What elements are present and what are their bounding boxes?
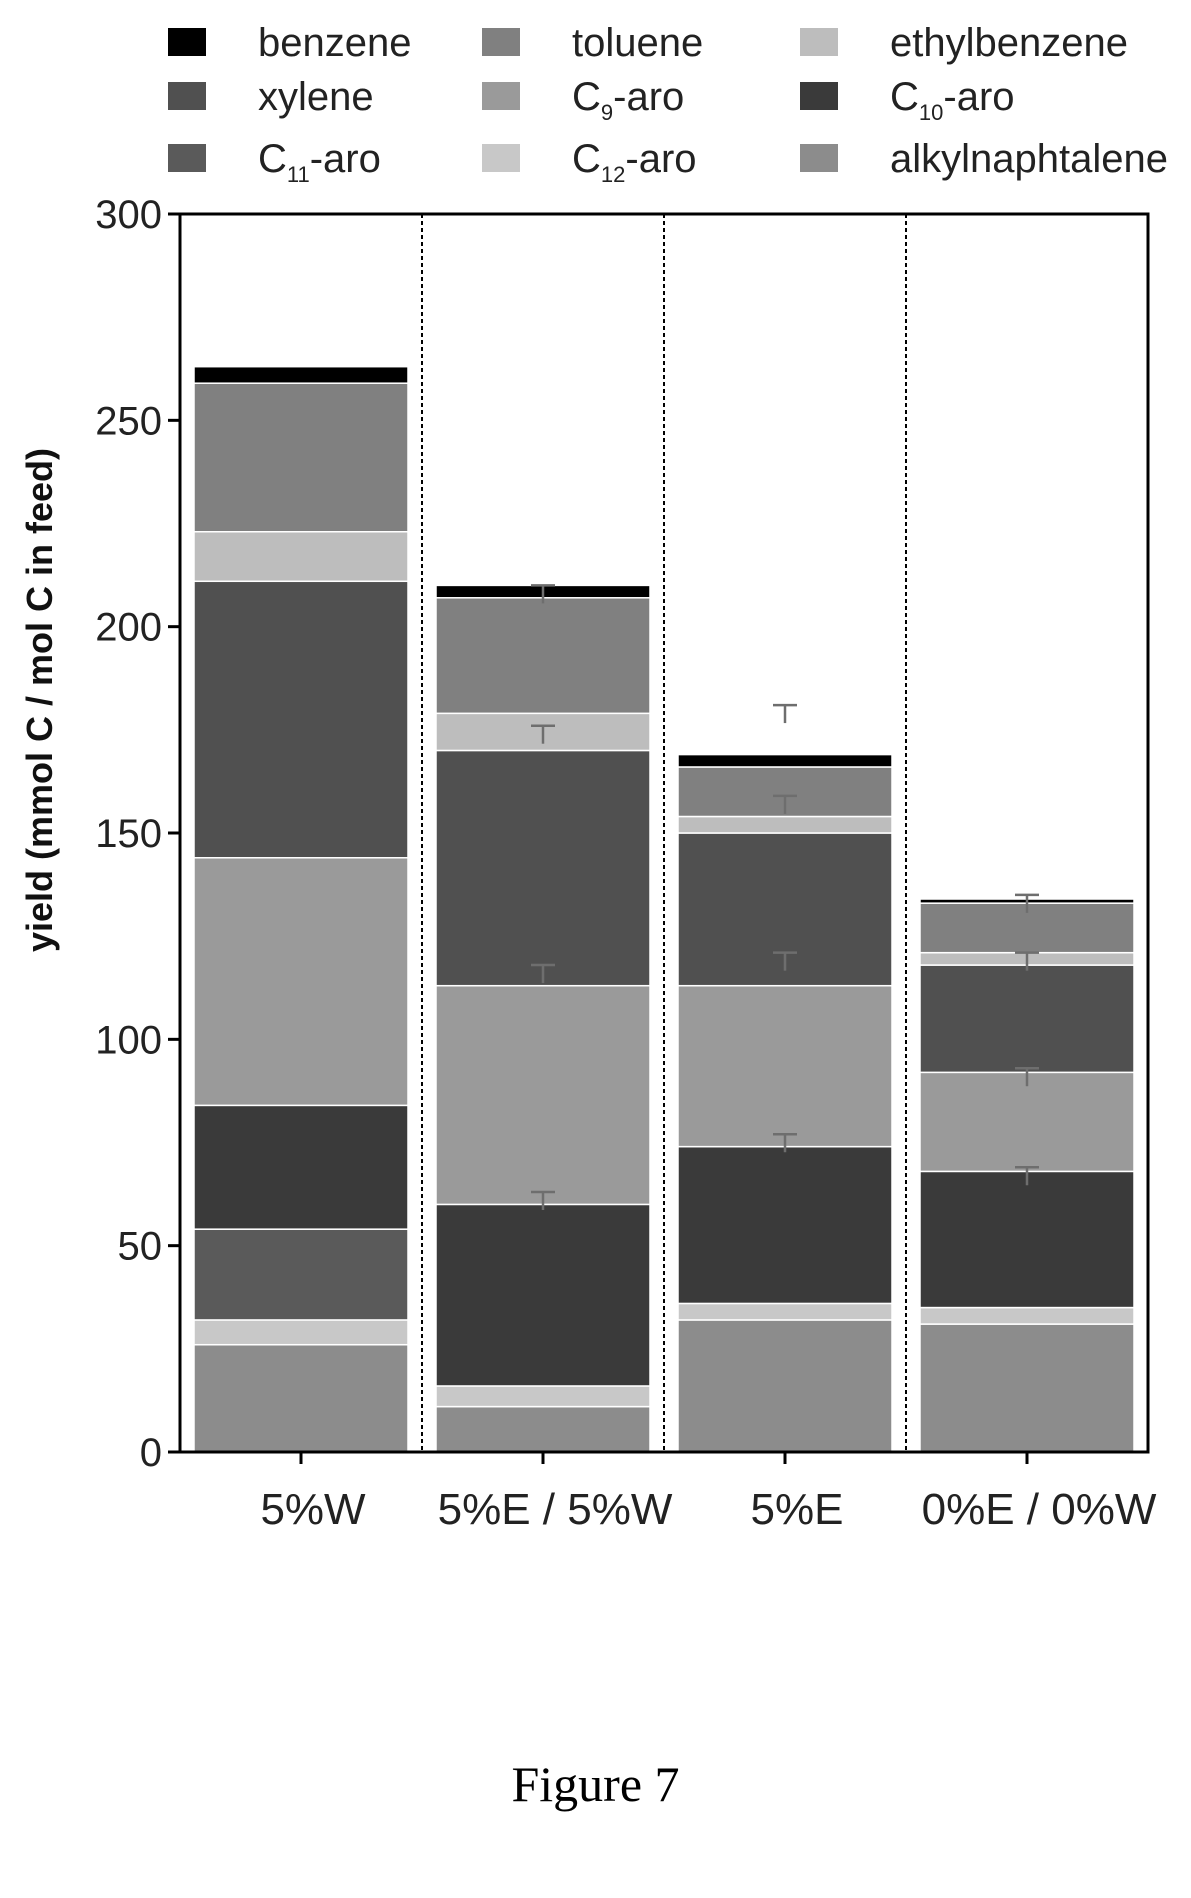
- legend-swatch: [168, 144, 206, 172]
- axes: 0 50 100 150 200 250 300 5%W 5%E / 5%W 5%E 0%E / 0…: [95, 193, 1157, 1534]
- legend-swatch: [800, 144, 838, 172]
- x-tick-label: 5%E / 5%W: [438, 1485, 673, 1534]
- legend-label: C12-aro: [572, 137, 697, 187]
- bar-segment: [677, 1145, 893, 1305]
- y-tick-label: 250: [95, 399, 162, 443]
- legend-label: C9-aro: [572, 75, 684, 125]
- y-tick-label: 50: [118, 1225, 163, 1269]
- bar-segment: [193, 1228, 409, 1321]
- bar-segment: [919, 1071, 1135, 1173]
- bar-segment: [919, 1323, 1135, 1453]
- bar-segment: [435, 597, 651, 715]
- figure-caption: Figure 7: [511, 1756, 680, 1812]
- x-tick-label: 5%E: [751, 1485, 844, 1534]
- legend-swatch: [800, 28, 838, 56]
- bar-segment: [435, 1203, 651, 1387]
- bar-segment: [435, 1405, 651, 1453]
- bar-segment: [193, 580, 409, 859]
- y-axis-label: yield (mmol C / mol C in feed): [19, 448, 60, 952]
- bar-segment: [193, 531, 409, 583]
- bars: [193, 365, 1135, 1453]
- bar-segment: [919, 964, 1135, 1074]
- bar-segment: [435, 749, 651, 987]
- y-tick-label: 0: [140, 1431, 162, 1475]
- bar-segment: [193, 1104, 409, 1230]
- bar-segment: [435, 1385, 651, 1408]
- legend-label: ethylbenzene: [890, 21, 1128, 65]
- bar-segment: [677, 984, 893, 1148]
- bar-segment: [677, 815, 893, 834]
- y-tick-label: 100: [95, 1018, 162, 1062]
- bar-segment: [193, 857, 409, 1107]
- legend-label: C10-aro: [890, 75, 1015, 125]
- bar-segment: [677, 1302, 893, 1321]
- bar-segment: [919, 1170, 1135, 1309]
- bar-segment: [193, 382, 409, 533]
- legend-label: C11-aro: [258, 137, 381, 187]
- legend-swatch: [482, 28, 520, 56]
- legend-label: benzene: [258, 21, 411, 65]
- legend-swatch: [800, 82, 838, 110]
- bar-segment: [193, 1343, 409, 1453]
- legend-swatch: [168, 28, 206, 56]
- bar-segment: [677, 1319, 893, 1453]
- y-tick-label: 150: [95, 812, 162, 856]
- chart-legend: benzene toluene ethylbenzene xylene C9-aro C1…: [168, 21, 1168, 187]
- legend-swatch: [482, 82, 520, 110]
- bar-segment: [919, 1306, 1135, 1325]
- legend-label: alkylnaphtalene: [890, 137, 1168, 181]
- error-bars: [531, 584, 1039, 1211]
- bar-segment: [677, 753, 893, 768]
- x-tick-label: 5%W: [260, 1485, 366, 1534]
- bar-segment: [435, 984, 651, 1206]
- legend-label: xylene: [258, 75, 374, 119]
- y-tick-label: 200: [95, 606, 162, 650]
- bar-segment: [193, 1319, 409, 1346]
- legend-swatch: [168, 82, 206, 110]
- legend-label: toluene: [572, 21, 703, 65]
- x-tick-label: 0%E / 0%W: [922, 1485, 1157, 1534]
- legend-swatch: [482, 144, 520, 172]
- y-tick-label: 300: [95, 193, 162, 237]
- bar-segment: [193, 365, 409, 384]
